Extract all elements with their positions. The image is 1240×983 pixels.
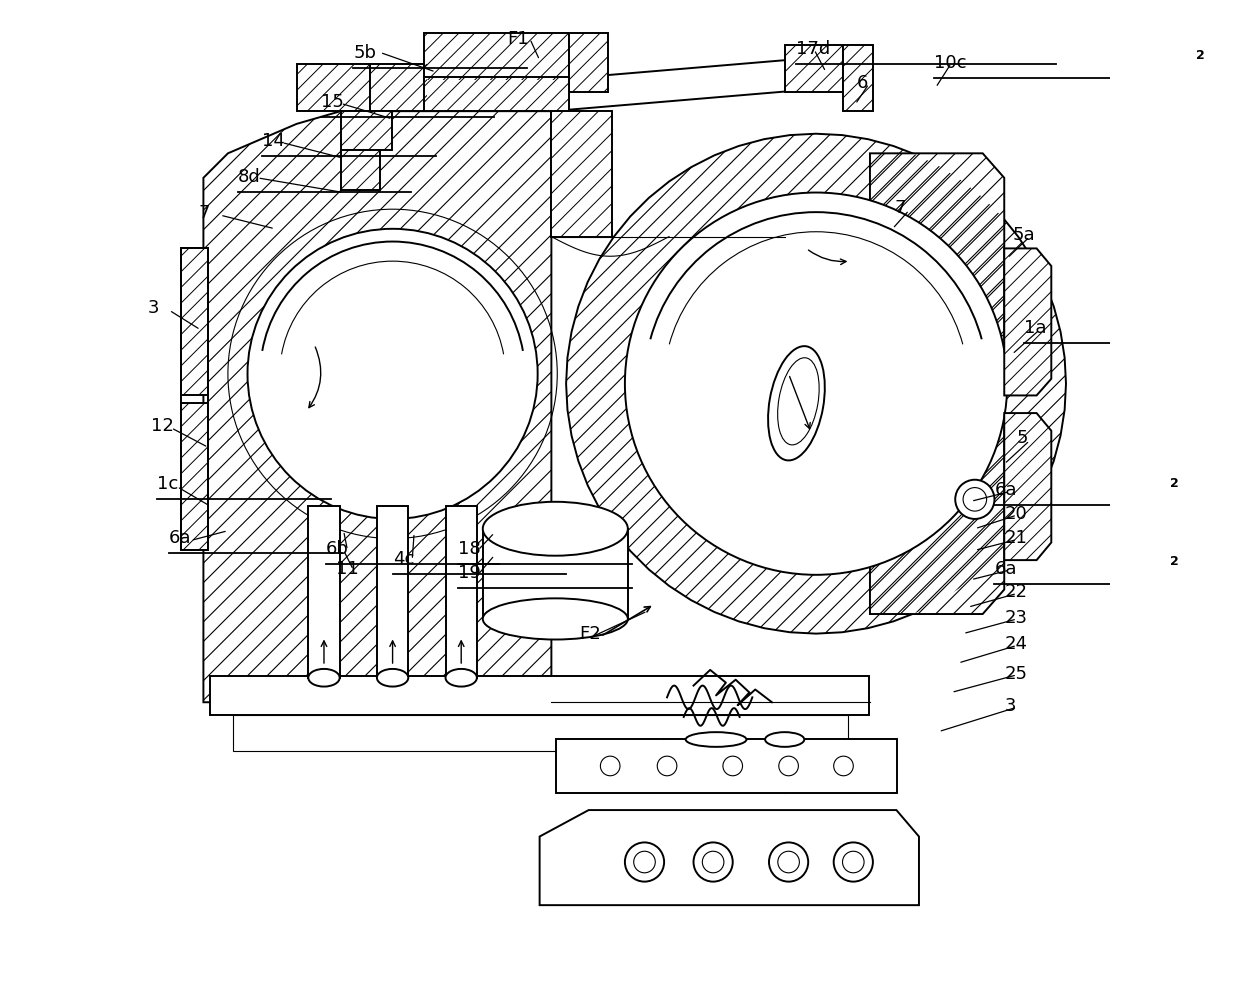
Text: 19: 19 xyxy=(459,563,481,582)
Text: 11: 11 xyxy=(336,559,358,578)
Text: 5a: 5a xyxy=(1012,226,1034,245)
Text: 6a: 6a xyxy=(994,559,1017,578)
Text: 1a: 1a xyxy=(1024,318,1047,336)
Text: 3: 3 xyxy=(148,299,159,318)
Text: F1: F1 xyxy=(507,30,529,48)
Ellipse shape xyxy=(309,668,340,686)
Circle shape xyxy=(693,842,733,882)
Polygon shape xyxy=(341,111,392,150)
Circle shape xyxy=(248,229,538,519)
Bar xyxy=(482,529,627,619)
Polygon shape xyxy=(424,32,569,80)
Ellipse shape xyxy=(768,346,825,460)
Circle shape xyxy=(779,756,799,776)
Polygon shape xyxy=(181,249,208,395)
Text: 18: 18 xyxy=(459,540,481,558)
Text: 6b: 6b xyxy=(326,540,348,558)
Text: F2: F2 xyxy=(579,625,600,644)
Text: 10c: 10c xyxy=(934,54,966,72)
Polygon shape xyxy=(870,153,1004,614)
Text: 14: 14 xyxy=(262,133,285,150)
Text: 7: 7 xyxy=(894,199,906,217)
Ellipse shape xyxy=(377,668,408,686)
Circle shape xyxy=(833,756,853,776)
Polygon shape xyxy=(370,64,427,111)
Text: 5b: 5b xyxy=(353,44,377,62)
Text: 8d: 8d xyxy=(238,168,260,186)
Circle shape xyxy=(833,842,873,882)
Text: 12: 12 xyxy=(151,417,175,434)
Text: 17d: 17d xyxy=(796,40,831,58)
Text: 7: 7 xyxy=(198,203,210,222)
Text: 15: 15 xyxy=(321,93,343,111)
Text: 4c: 4c xyxy=(393,549,414,568)
Polygon shape xyxy=(181,403,208,550)
Circle shape xyxy=(769,842,808,882)
Circle shape xyxy=(842,851,864,873)
Polygon shape xyxy=(296,64,370,111)
Circle shape xyxy=(634,851,655,873)
Polygon shape xyxy=(785,44,843,91)
Bar xyxy=(445,506,477,677)
Text: 2: 2 xyxy=(1169,555,1178,568)
Text: 23: 23 xyxy=(1004,608,1027,627)
Polygon shape xyxy=(843,44,873,111)
Circle shape xyxy=(963,488,987,511)
Bar xyxy=(233,715,848,751)
Text: 6a: 6a xyxy=(169,530,192,548)
Polygon shape xyxy=(341,150,379,190)
Text: 21: 21 xyxy=(1004,530,1027,548)
Text: 3: 3 xyxy=(1004,697,1016,715)
Circle shape xyxy=(625,193,1007,575)
Polygon shape xyxy=(539,810,919,905)
Polygon shape xyxy=(552,111,613,237)
Text: 25: 25 xyxy=(1004,665,1027,682)
Text: 22: 22 xyxy=(1004,583,1027,602)
Circle shape xyxy=(657,756,677,776)
Circle shape xyxy=(723,756,743,776)
Bar xyxy=(211,675,869,715)
Bar xyxy=(557,739,898,793)
Polygon shape xyxy=(1004,413,1052,560)
Circle shape xyxy=(600,756,620,776)
Bar xyxy=(377,506,408,677)
Ellipse shape xyxy=(765,732,805,747)
Text: 6a: 6a xyxy=(994,482,1017,499)
Circle shape xyxy=(955,480,994,519)
Bar xyxy=(309,506,340,677)
Text: 2: 2 xyxy=(1169,477,1178,490)
Text: 24: 24 xyxy=(1004,635,1027,654)
Polygon shape xyxy=(203,111,552,702)
Text: 1c: 1c xyxy=(157,476,179,493)
Circle shape xyxy=(625,842,665,882)
Ellipse shape xyxy=(482,599,627,640)
Ellipse shape xyxy=(482,501,627,555)
Circle shape xyxy=(702,851,724,873)
Ellipse shape xyxy=(686,732,746,747)
Polygon shape xyxy=(1004,249,1052,395)
Bar xyxy=(181,249,208,550)
Ellipse shape xyxy=(445,668,477,686)
Text: 20: 20 xyxy=(1004,505,1027,523)
Polygon shape xyxy=(567,134,1066,634)
Polygon shape xyxy=(424,77,569,111)
Polygon shape xyxy=(569,32,609,91)
Text: 5: 5 xyxy=(1017,430,1028,447)
Text: 6: 6 xyxy=(857,74,868,91)
Circle shape xyxy=(777,851,800,873)
Text: 2: 2 xyxy=(1195,49,1204,62)
